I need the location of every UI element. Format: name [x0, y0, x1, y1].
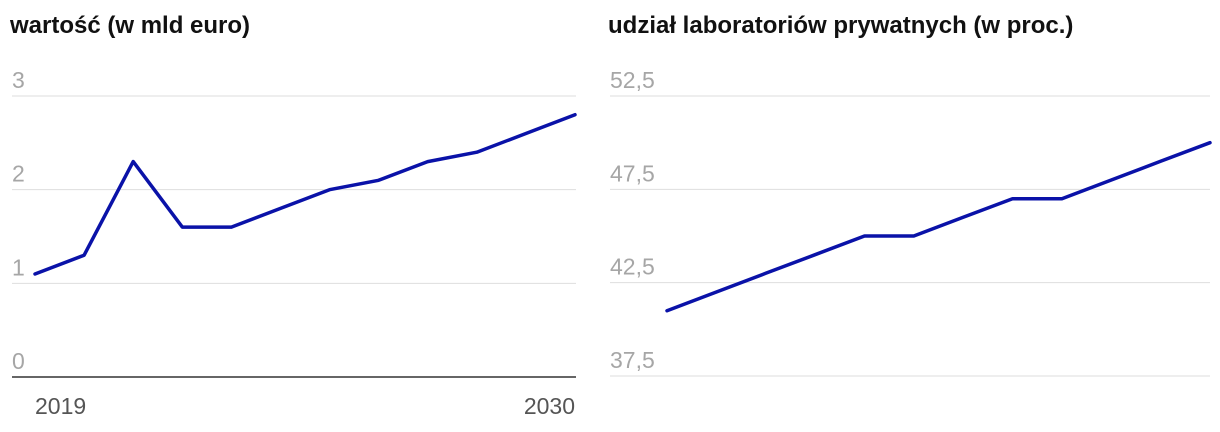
y-tick-label-value-1: 1 [12, 254, 25, 280]
x-tick-label-value-1: 2030 [524, 393, 575, 419]
chart-title-value: wartość (w mld euro) [10, 12, 251, 39]
y-tick-label-share-1: 42,5 [610, 254, 655, 280]
series-line-share [665, 140, 1212, 313]
y-tick-label-value-3: 3 [12, 67, 25, 93]
y-tick-label-value-2: 2 [12, 161, 25, 187]
x-tick-label-value-0: 2019 [35, 393, 86, 419]
series-line-value [33, 112, 577, 276]
y-tick-label-share-3: 52,5 [610, 67, 655, 93]
y-tick-label-share-2: 47,5 [610, 160, 655, 186]
y-tick-label-share-0: 37,5 [610, 347, 655, 373]
y-tick-label-value-0: 0 [12, 348, 25, 374]
chart-title-share: udział laboratoriów prywatnych (w proc.) [608, 12, 1074, 39]
